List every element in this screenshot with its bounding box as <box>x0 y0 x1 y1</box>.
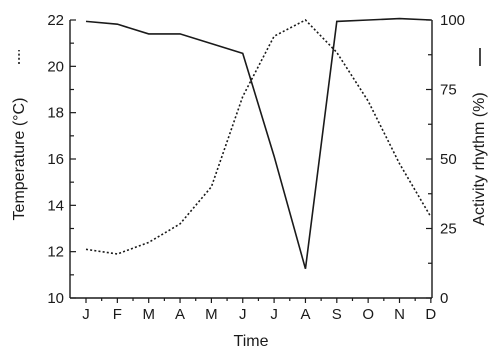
left-y-ticks: 10 12 14 16 18 20 22 <box>47 12 76 307</box>
right-y-tick-label: 50 <box>440 151 457 168</box>
left-y-tick-label: 10 <box>47 290 64 307</box>
x-tick-label: O <box>362 306 374 323</box>
x-tick-label: N <box>394 306 405 323</box>
axes <box>69 20 433 299</box>
left-y-tick-label: 16 <box>47 151 64 168</box>
x-tick-label: M <box>142 306 155 323</box>
temperature-series-line <box>85 19 432 255</box>
left-y-tick-label: 22 <box>47 12 64 29</box>
right-y-axis-title: Activity rhythm (%) <box>471 92 488 225</box>
x-tick-label: J <box>82 306 90 323</box>
right-y-tick-label: 100 <box>440 12 465 29</box>
activity-series-line <box>85 17 431 270</box>
left-y-axis-title: Temperature (°C) <box>11 98 28 221</box>
left-y-tick-label: 20 <box>47 58 64 75</box>
x-axis-title: Time <box>234 333 269 350</box>
x-tick-label: J <box>239 306 247 323</box>
x-tick-label: A <box>175 306 185 323</box>
right-y-tick-label: 0 <box>440 290 448 307</box>
left-y-tick-label: 12 <box>47 244 64 261</box>
x-tick-label: J <box>270 306 278 323</box>
series-layer <box>85 17 432 270</box>
right-y-tick-label: 25 <box>440 221 457 238</box>
left-y-tick-label: 18 <box>47 105 64 122</box>
x-tick-label: F <box>113 306 122 323</box>
right-y-ticks: 0 25 50 75 100 <box>426 12 465 307</box>
left-y-tick-label: 14 <box>47 197 64 214</box>
x-tick-label: A <box>300 306 310 323</box>
right-y-tick-label: 75 <box>440 82 457 99</box>
x-tick-label: S <box>332 306 342 323</box>
x-tick-label: M <box>205 306 218 323</box>
x-tick-label: D <box>425 306 436 323</box>
